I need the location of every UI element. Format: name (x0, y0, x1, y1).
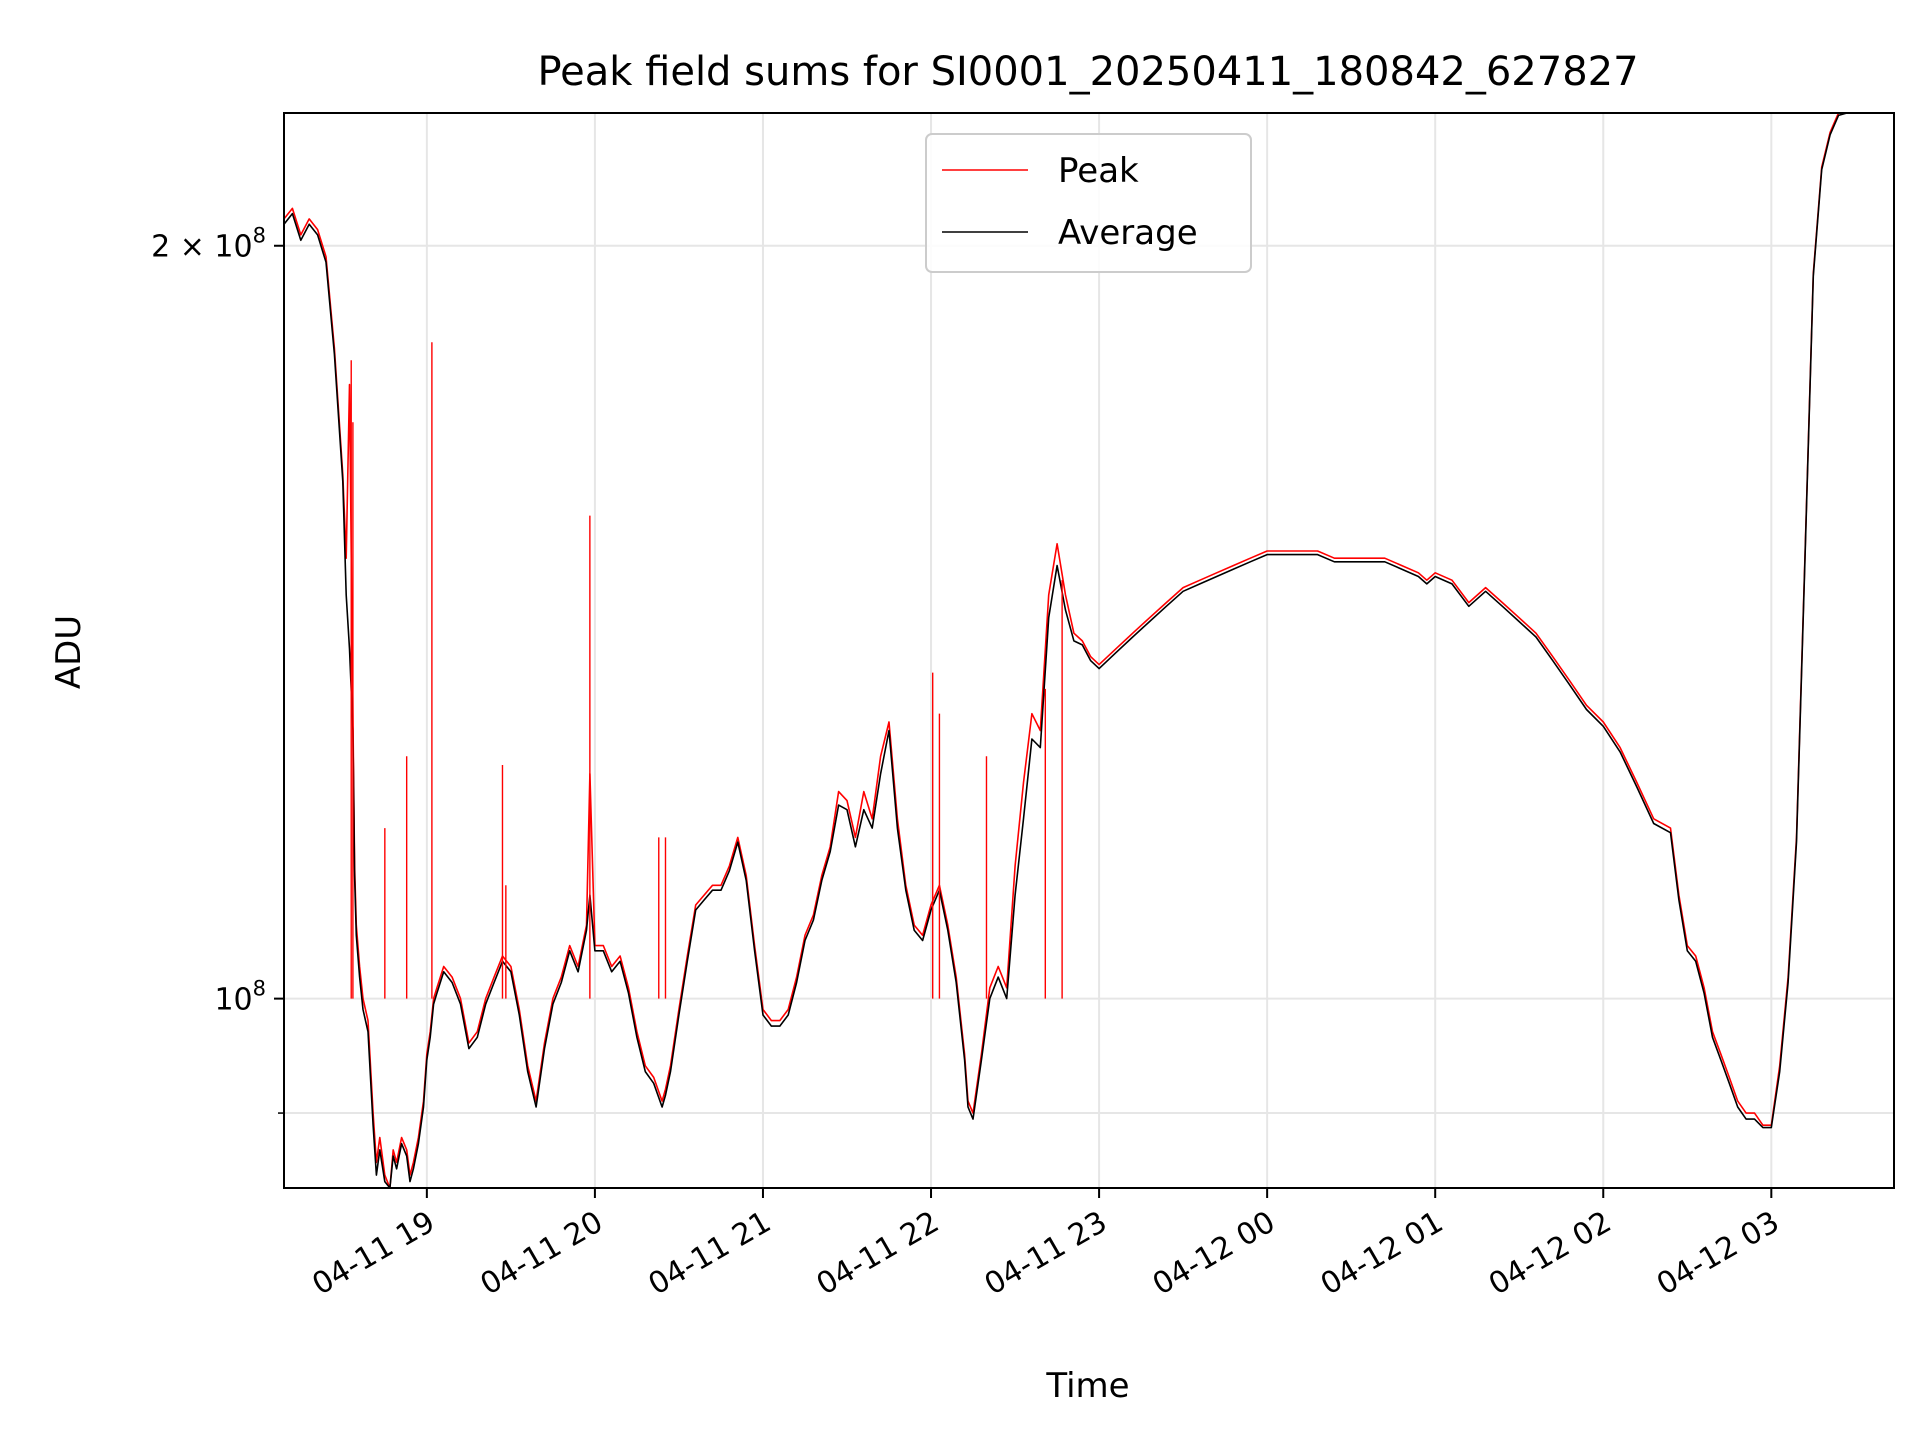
legend: Peak Average (925, 133, 1252, 273)
series-line-average (284, 113, 1848, 1188)
y-axis-label: ADU (49, 615, 89, 689)
plot-area (284, 113, 1848, 1188)
x-axis-label: Time (1045, 1366, 1129, 1406)
chart-title: Peak field sums for SI0001_20250411_1808… (537, 49, 1638, 95)
legend-box (925, 133, 1252, 273)
legend-label-average: Average (1058, 213, 1198, 253)
legend-label-peak: Peak (1058, 151, 1139, 191)
axes-frame (283, 112, 1895, 1189)
y-tick-label: 2 × 108 (151, 224, 266, 265)
